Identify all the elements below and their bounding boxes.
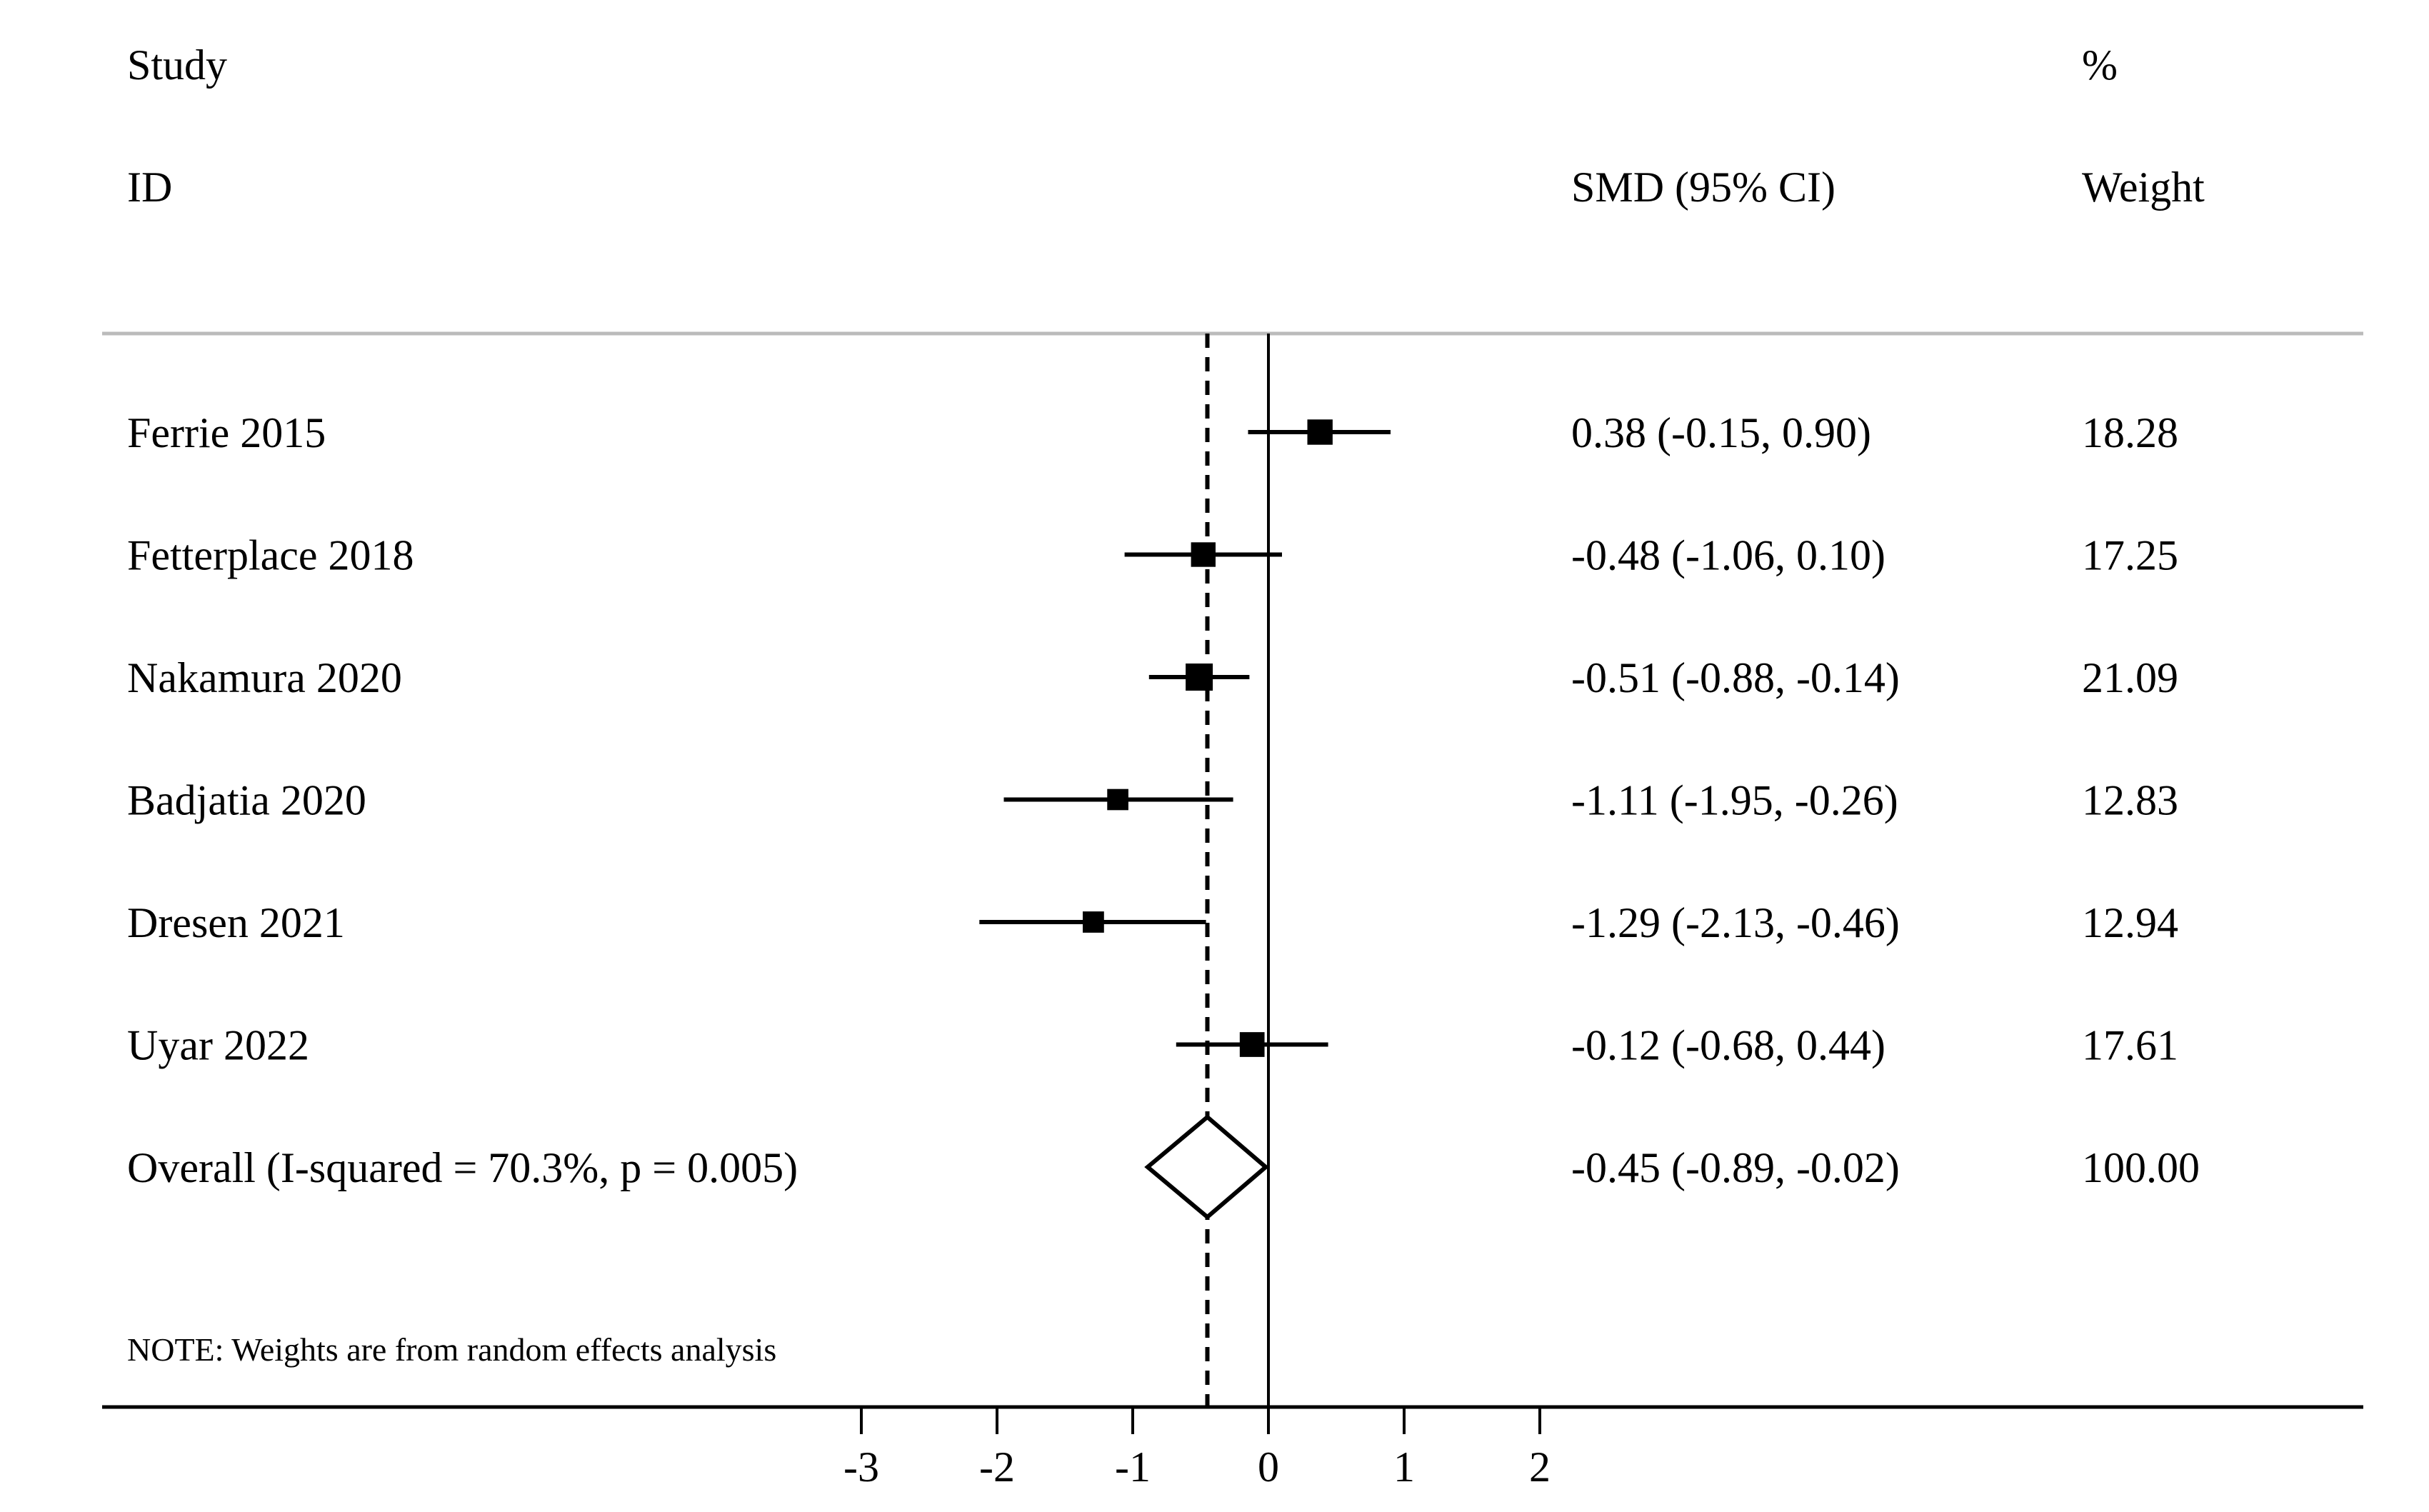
header-weight: Weight	[2082, 164, 2205, 211]
study-label: Dresen 2021	[127, 899, 345, 946]
study-weight-text: 18.28	[2082, 409, 2178, 456]
study-point-box	[1191, 542, 1216, 567]
header-id: ID	[127, 164, 172, 211]
x-tick-label: 0	[1258, 1443, 1279, 1491]
overall-label: Overall (I-squared = 70.3%, p = 0.005)	[127, 1144, 798, 1191]
plot-area	[979, 334, 1391, 1407]
study-weight-text: 12.94	[2082, 899, 2178, 946]
study-weight-text: 12.83	[2082, 777, 2178, 824]
study-ci-text: -0.12 (-0.68, 0.44)	[1571, 1022, 1885, 1069]
overall-weight-text: 100.00	[2082, 1144, 2200, 1191]
overall-ci-text: -0.45 (-0.89, -0.02)	[1571, 1144, 1900, 1191]
header-effect: SMD (95% CI)	[1571, 164, 1835, 211]
study-weight-text: 17.61	[2082, 1022, 2178, 1069]
study-ci-text: 0.38 (-0.15, 0.90)	[1571, 409, 1871, 456]
study-point-box	[1239, 1032, 1265, 1057]
study-label: Ferrie 2015	[127, 409, 326, 456]
study-point-box	[1083, 911, 1104, 933]
study-point-box	[1307, 419, 1333, 445]
overall-row: Overall (I-squared = 70.3%, p = 0.005) -0…	[127, 1144, 2200, 1191]
header-row: Study ID SMD (95% CI) % Weight	[127, 41, 2205, 211]
x-tick-label: -1	[1115, 1443, 1151, 1491]
study-ci-text: -1.11 (-1.95, -0.26)	[1571, 777, 1898, 824]
header-weight-percent: %	[2082, 41, 2118, 89]
study-label: Badjatia 2020	[127, 777, 366, 824]
x-tick-label: 1	[1393, 1443, 1415, 1491]
study-weight-text: 21.09	[2082, 654, 2178, 701]
study-weight-text: 17.25	[2082, 532, 2178, 579]
study-rows: Ferrie 2015 0.38 (-0.15, 0.90) 18.28 Fetter…	[127, 409, 2178, 1069]
x-tick-label: -2	[979, 1443, 1015, 1491]
x-tick-label: -3	[843, 1443, 879, 1491]
study-ci-text: -1.29 (-2.13, -0.46)	[1571, 899, 1900, 946]
study-label: Nakamura 2020	[127, 654, 402, 701]
study-label: Fetterplace 2018	[127, 532, 414, 579]
x-axis: -3 -2 -1 0 1 2	[843, 1407, 1551, 1491]
study-point-box	[1186, 664, 1213, 691]
overall-diamond	[1144, 1114, 1269, 1220]
study-ci-text: -0.51 (-0.88, -0.14)	[1571, 654, 1900, 701]
study-label: Uyar 2022	[127, 1022, 309, 1069]
x-tick-label: 2	[1529, 1443, 1551, 1491]
weights-note: NOTE: Weights are from random effects an…	[127, 1331, 776, 1368]
header-study: Study	[127, 41, 227, 89]
study-ci-text: -0.48 (-1.06, 0.10)	[1571, 532, 1885, 579]
study-point-box	[1107, 788, 1128, 811]
